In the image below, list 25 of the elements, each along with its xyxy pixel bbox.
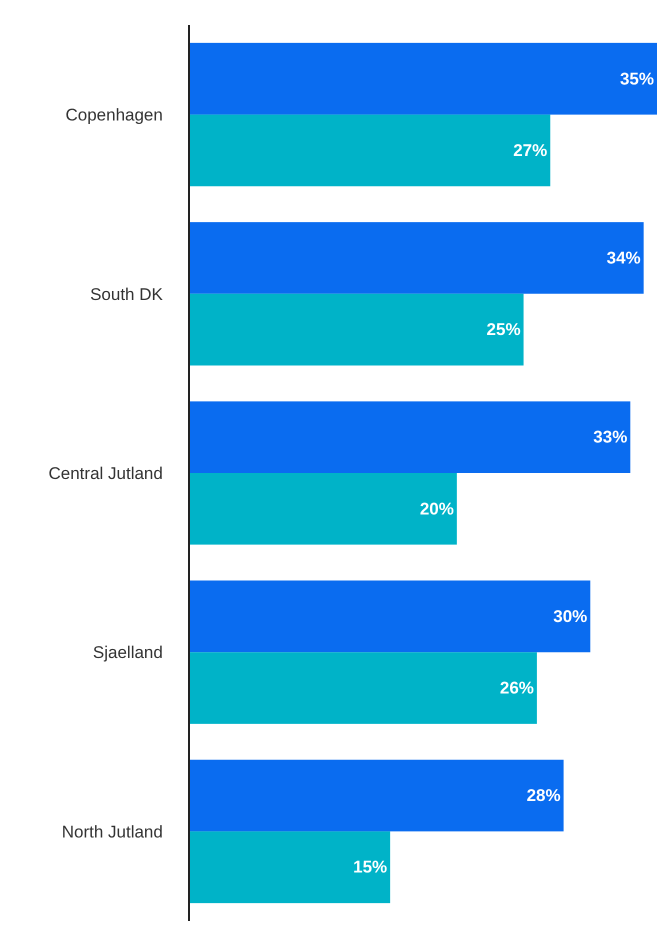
bar xyxy=(190,580,590,652)
bar xyxy=(190,294,524,366)
y-tick-label: North Jutland xyxy=(62,822,163,842)
y-tick-label: Central Jutland xyxy=(48,464,163,483)
y-tick-label: Copenhagen xyxy=(65,106,163,125)
bar xyxy=(190,114,550,186)
data-label: 34% xyxy=(606,248,641,268)
bar xyxy=(190,222,644,294)
data-label: 30% xyxy=(553,606,588,626)
bar xyxy=(190,473,457,545)
data-label: 33% xyxy=(593,428,628,447)
data-label: 15% xyxy=(353,858,388,877)
bar xyxy=(190,42,657,115)
bar xyxy=(190,401,630,473)
data-label: 27% xyxy=(513,140,548,160)
data-label: 28% xyxy=(526,786,561,806)
y-tick-label: South DK xyxy=(90,284,164,304)
data-label: 20% xyxy=(420,499,454,518)
bar xyxy=(190,831,390,904)
bar xyxy=(190,760,564,832)
data-label: 35% xyxy=(620,69,654,88)
data-label: 26% xyxy=(500,678,534,698)
bar xyxy=(190,652,537,724)
y-tick-label: Sjaelland xyxy=(92,643,163,662)
data-label: 25% xyxy=(486,320,521,340)
